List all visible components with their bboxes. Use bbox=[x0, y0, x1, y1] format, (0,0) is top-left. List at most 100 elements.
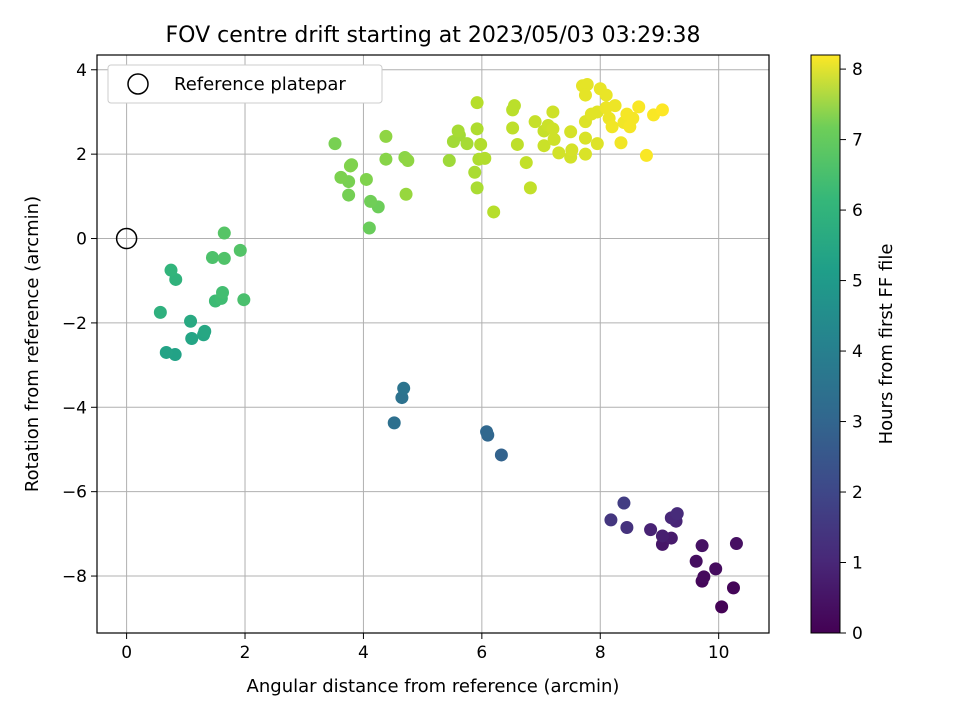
data-point bbox=[217, 226, 231, 240]
y-tick-label: −4 bbox=[62, 398, 87, 418]
grid bbox=[97, 55, 769, 633]
data-point bbox=[397, 381, 411, 395]
data-point bbox=[399, 187, 413, 201]
data-point bbox=[164, 263, 178, 277]
data-point bbox=[233, 243, 247, 257]
data-point bbox=[470, 181, 484, 195]
data-point bbox=[578, 88, 592, 102]
chart-title: FOV centre drift starting at 2023/05/03 … bbox=[166, 23, 701, 48]
data-point bbox=[478, 151, 492, 165]
x-tick-label: 6 bbox=[476, 643, 487, 663]
data-point bbox=[590, 137, 604, 151]
colorbar-tick-label: 3 bbox=[852, 413, 863, 433]
data-point bbox=[387, 416, 401, 430]
x-tick-label: 8 bbox=[595, 643, 606, 663]
data-point bbox=[510, 137, 524, 151]
y-tick-label: 4 bbox=[76, 61, 87, 81]
data-point bbox=[494, 448, 508, 462]
data-point bbox=[604, 513, 618, 527]
x-tick-label: 10 bbox=[708, 643, 730, 663]
data-point bbox=[334, 170, 348, 184]
data-point bbox=[359, 172, 373, 186]
data-point bbox=[726, 581, 740, 595]
data-point bbox=[216, 286, 230, 300]
data-point bbox=[546, 105, 560, 119]
data-point bbox=[639, 148, 653, 162]
colorbar-tick-label: 8 bbox=[852, 60, 863, 80]
data-point bbox=[620, 521, 634, 535]
data-point bbox=[470, 122, 484, 136]
data-point bbox=[709, 562, 723, 576]
data-point bbox=[655, 103, 669, 117]
data-point bbox=[468, 165, 482, 179]
x-tick-label: 2 bbox=[240, 643, 251, 663]
data-point bbox=[580, 78, 594, 92]
data-point bbox=[507, 99, 521, 113]
data-point bbox=[655, 529, 669, 543]
data-point bbox=[632, 100, 646, 114]
data-point bbox=[608, 99, 622, 113]
y-axis-ticks: −8 −6 −4 −2 0 2 4 bbox=[62, 61, 97, 587]
legend-marker-reference bbox=[127, 73, 149, 95]
data-points bbox=[153, 78, 743, 614]
data-point bbox=[442, 153, 456, 167]
data-point bbox=[451, 124, 465, 138]
data-point bbox=[614, 136, 628, 150]
data-point bbox=[547, 132, 561, 146]
data-point bbox=[237, 293, 251, 307]
data-point bbox=[198, 324, 212, 338]
data-point bbox=[342, 188, 356, 202]
colorbar-tick-label: 1 bbox=[852, 554, 863, 574]
data-point bbox=[474, 137, 488, 151]
y-tick-label: −2 bbox=[62, 314, 87, 334]
data-point bbox=[523, 181, 537, 195]
data-point bbox=[695, 539, 709, 553]
data-point bbox=[480, 425, 494, 439]
data-point bbox=[185, 332, 199, 346]
data-point bbox=[564, 125, 578, 139]
y-tick-label: −8 bbox=[62, 567, 87, 587]
data-point bbox=[364, 194, 378, 208]
colorbar-tick-label: 4 bbox=[852, 342, 863, 362]
reference-platepar-marker bbox=[115, 227, 138, 250]
data-point bbox=[537, 139, 551, 153]
legend: Reference platepar bbox=[107, 64, 383, 104]
colorbar-label: Hours from first FF file bbox=[876, 244, 897, 445]
data-point bbox=[401, 153, 415, 167]
data-point bbox=[184, 314, 198, 328]
data-point bbox=[715, 600, 729, 614]
y-axis-label: Rotation from reference (arcmin) bbox=[22, 196, 43, 492]
colorbar-tick-label: 6 bbox=[852, 201, 863, 221]
data-point bbox=[487, 205, 501, 219]
data-point bbox=[552, 146, 566, 160]
legend-label-reference: Reference platepar bbox=[174, 74, 346, 95]
colorbar-tick-label: 2 bbox=[852, 483, 863, 503]
data-point bbox=[578, 147, 592, 161]
x-axis-ticks: 0 2 4 6 8 10 bbox=[121, 633, 729, 663]
y-tick-label: 2 bbox=[76, 145, 87, 165]
data-point bbox=[617, 496, 631, 510]
colorbar-tick-label: 7 bbox=[852, 131, 863, 151]
data-point bbox=[644, 523, 658, 537]
data-point bbox=[528, 115, 542, 129]
colorbar-tick-label: 5 bbox=[852, 272, 863, 292]
colorbar-ticks: 0 1 2 3 4 5 6 7 8 bbox=[840, 60, 863, 644]
data-point bbox=[379, 152, 393, 166]
data-point bbox=[328, 137, 342, 151]
x-tick-label: 0 bbox=[121, 643, 132, 663]
data-point bbox=[670, 507, 684, 521]
data-point bbox=[689, 554, 703, 568]
data-point bbox=[506, 121, 520, 135]
colorbar: 0 1 2 3 4 5 6 7 8 Hours from first FF file bbox=[810, 54, 897, 644]
data-point bbox=[362, 221, 376, 235]
data-point bbox=[205, 251, 219, 265]
data-point bbox=[217, 251, 231, 265]
data-point bbox=[599, 88, 613, 102]
data-point bbox=[565, 143, 579, 157]
x-tick-label: 4 bbox=[358, 643, 369, 663]
data-point bbox=[379, 129, 393, 143]
data-point bbox=[605, 120, 619, 134]
data-point bbox=[729, 537, 743, 551]
y-tick-label: 0 bbox=[76, 230, 87, 250]
